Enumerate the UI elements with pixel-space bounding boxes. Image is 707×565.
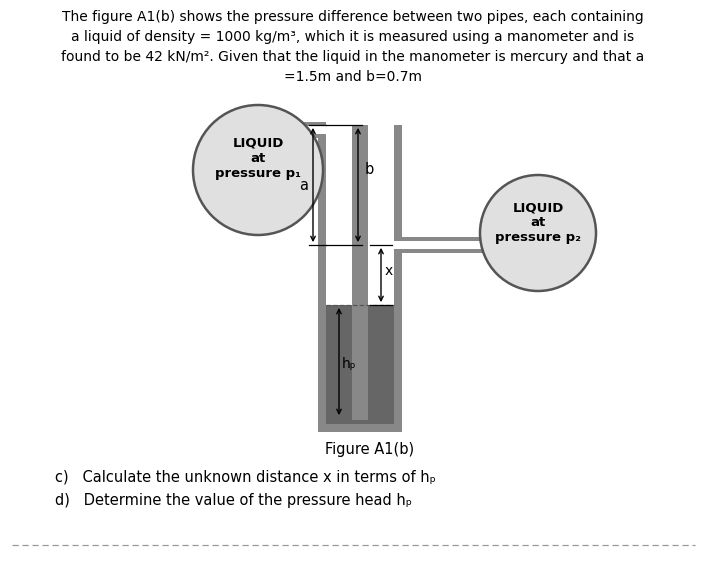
- Bar: [326, 420, 394, 424]
- Bar: [326, 125, 352, 422]
- Bar: [368, 125, 394, 422]
- Circle shape: [480, 175, 596, 291]
- Text: d)   Determine the value of the pressure head hₚ: d) Determine the value of the pressure h…: [55, 493, 412, 508]
- Bar: [394, 125, 402, 432]
- Bar: [318, 125, 326, 432]
- Text: x: x: [385, 264, 393, 278]
- Bar: [394, 237, 495, 253]
- Text: LIQUID
at
pressure p₁: LIQUID at pressure p₁: [215, 137, 301, 180]
- Bar: [394, 241, 495, 249]
- Text: b: b: [365, 163, 374, 177]
- Bar: [230, 122, 326, 138]
- Bar: [326, 305, 352, 422]
- Circle shape: [193, 105, 323, 235]
- Text: The figure A1(b) shows the pressure difference between two pipes, each containin: The figure A1(b) shows the pressure diff…: [62, 10, 645, 84]
- Bar: [230, 126, 326, 134]
- Bar: [318, 422, 402, 432]
- Text: a: a: [299, 177, 308, 193]
- Bar: [368, 305, 394, 422]
- Bar: [352, 125, 368, 432]
- Text: LIQUID
at
pressure p₂: LIQUID at pressure p₂: [495, 202, 581, 245]
- Text: c)   Calculate the unknown distance x in terms of hₚ: c) Calculate the unknown distance x in t…: [55, 470, 436, 485]
- Text: hₚ: hₚ: [342, 357, 356, 371]
- Text: Figure A1(b): Figure A1(b): [325, 442, 414, 457]
